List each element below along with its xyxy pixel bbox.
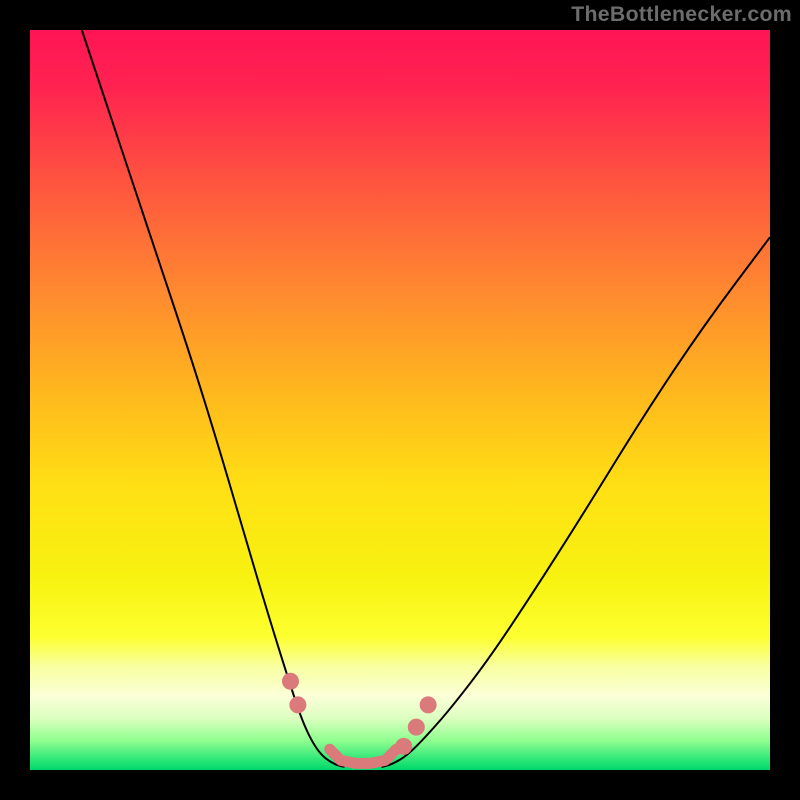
data-marker bbox=[420, 697, 436, 713]
data-marker bbox=[282, 673, 298, 689]
data-marker bbox=[408, 719, 424, 735]
data-marker bbox=[290, 697, 306, 713]
data-marker bbox=[396, 738, 412, 754]
chart-frame: TheBottlenecker.com bbox=[0, 0, 800, 800]
plot-area bbox=[30, 30, 770, 770]
marker-layer bbox=[30, 30, 770, 770]
watermark-text: TheBottlenecker.com bbox=[571, 2, 792, 27]
